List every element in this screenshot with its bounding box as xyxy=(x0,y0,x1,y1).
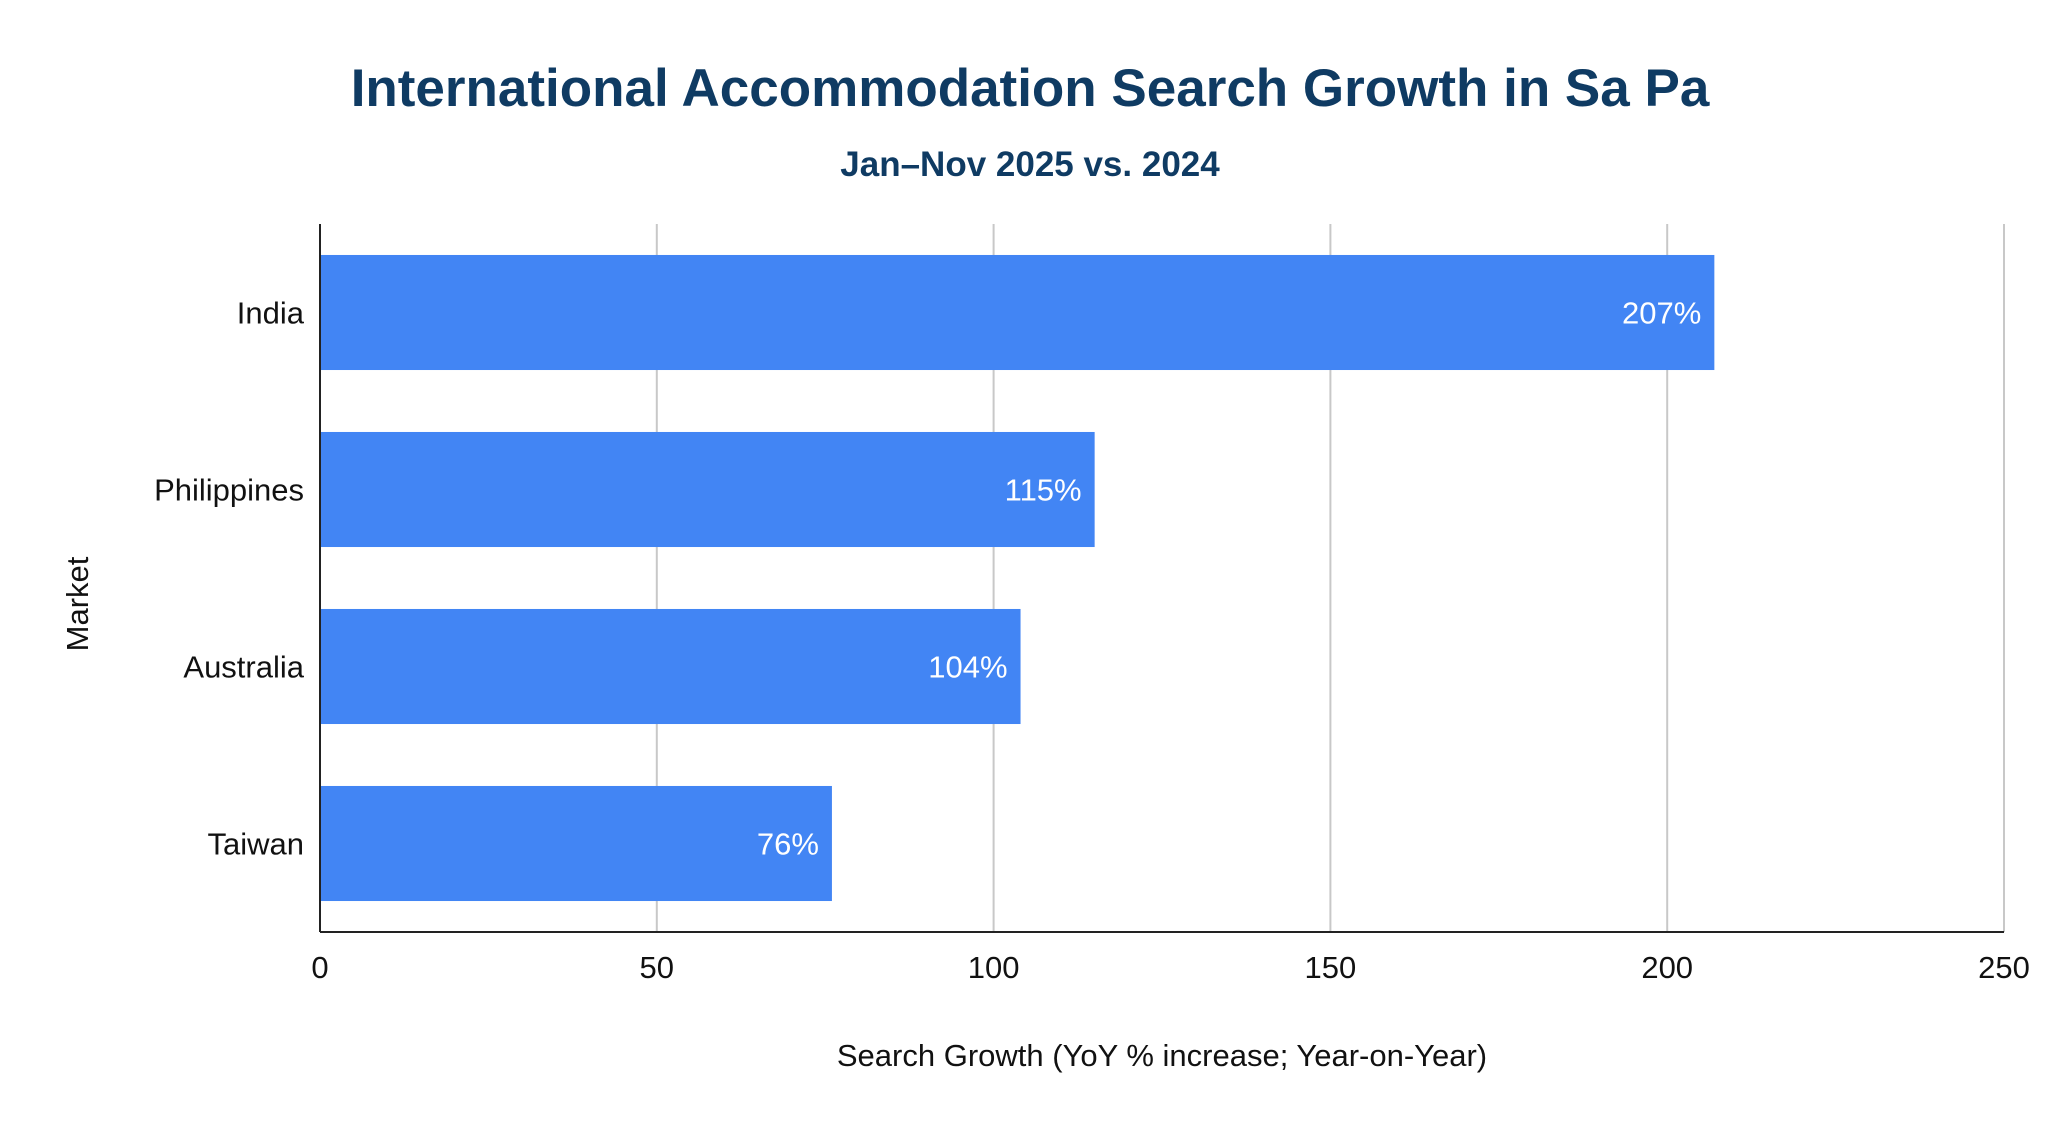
x-tick-labels: 0 50 100 150 200 250 xyxy=(311,950,2029,985)
x-axis-title: Search Growth (YoY % increase; Year-on-Y… xyxy=(837,1038,1487,1073)
bar xyxy=(320,254,1715,371)
data-label: 115% xyxy=(1005,473,1082,508)
data-label: 207% xyxy=(1622,296,1701,331)
x-tick-label: 150 xyxy=(1305,950,1357,985)
bar xyxy=(320,431,1095,548)
x-tick-label: 100 xyxy=(968,950,1020,985)
x-tick-label: 200 xyxy=(1641,950,1693,985)
category-label: Taiwan xyxy=(208,827,305,862)
category-label: Philippines xyxy=(154,473,304,508)
bars xyxy=(320,254,1715,902)
bar xyxy=(320,785,832,902)
category-label: India xyxy=(237,296,305,331)
y-axis-title: Market xyxy=(60,556,95,651)
data-labels: 207% 115% 104% 76% xyxy=(757,296,1701,862)
x-tick-label: 50 xyxy=(640,950,674,985)
chart-subtitle: Jan–Nov 2025 vs. 2024 xyxy=(840,145,1220,184)
chart-title: International Accommodation Search Growt… xyxy=(351,59,1710,118)
x-tick-label: 0 xyxy=(311,950,328,985)
x-tick-label: 250 xyxy=(1978,950,2030,985)
data-label: 104% xyxy=(928,650,1007,685)
data-label: 76% xyxy=(757,827,819,862)
category-label: Australia xyxy=(183,650,304,685)
category-labels: India Philippines Australia Taiwan xyxy=(154,296,305,862)
bar xyxy=(320,608,1021,725)
